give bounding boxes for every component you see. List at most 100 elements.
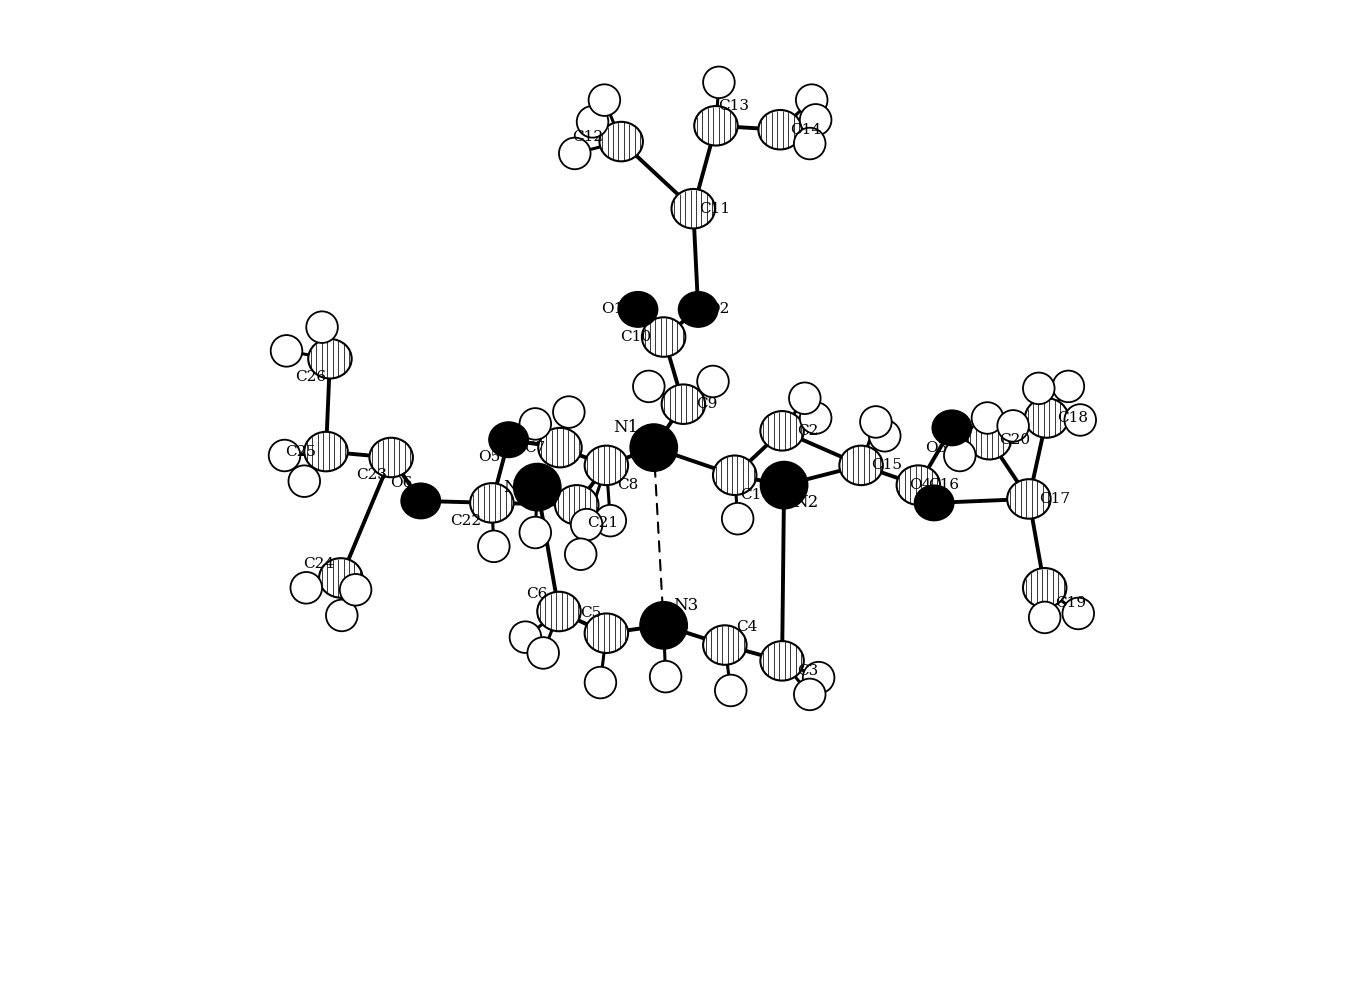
Circle shape <box>630 424 678 471</box>
Ellipse shape <box>672 189 715 229</box>
Text: C21: C21 <box>587 516 618 530</box>
Ellipse shape <box>470 483 513 523</box>
Circle shape <box>800 402 831 434</box>
Text: O4: O4 <box>909 478 932 492</box>
Circle shape <box>640 602 687 649</box>
Text: O5: O5 <box>478 450 500 464</box>
Text: C25: C25 <box>284 445 315 458</box>
Text: C7: C7 <box>524 441 546 454</box>
Ellipse shape <box>679 292 718 327</box>
Circle shape <box>703 66 734 98</box>
Text: C17: C17 <box>1039 492 1070 506</box>
Circle shape <box>861 406 892 438</box>
Circle shape <box>559 138 590 169</box>
Ellipse shape <box>618 292 657 327</box>
Circle shape <box>585 667 616 698</box>
Circle shape <box>571 509 602 541</box>
Circle shape <box>633 370 664 402</box>
Circle shape <box>594 505 626 537</box>
Ellipse shape <box>319 558 362 598</box>
Text: C8: C8 <box>617 478 638 492</box>
Ellipse shape <box>539 428 582 467</box>
Ellipse shape <box>369 438 414 477</box>
Circle shape <box>589 84 620 116</box>
Circle shape <box>760 461 808 509</box>
Circle shape <box>269 440 300 471</box>
Circle shape <box>944 440 975 471</box>
Ellipse shape <box>401 483 440 519</box>
Text: C9: C9 <box>696 397 718 411</box>
Circle shape <box>478 531 509 562</box>
Circle shape <box>803 662 834 693</box>
Circle shape <box>271 335 302 366</box>
Ellipse shape <box>489 422 528 457</box>
Text: N2: N2 <box>793 494 819 512</box>
Circle shape <box>1022 372 1055 404</box>
Circle shape <box>291 572 322 604</box>
Text: C24: C24 <box>303 557 334 571</box>
Ellipse shape <box>760 411 804 450</box>
Circle shape <box>698 365 729 397</box>
Ellipse shape <box>897 465 940 505</box>
Text: N1: N1 <box>613 420 638 437</box>
Ellipse shape <box>1008 479 1051 519</box>
Text: N4: N4 <box>502 478 528 496</box>
Text: O2: O2 <box>707 302 729 317</box>
Circle shape <box>715 674 746 706</box>
Text: C3: C3 <box>797 663 819 678</box>
Circle shape <box>793 678 826 710</box>
Text: C15: C15 <box>872 458 902 472</box>
Circle shape <box>326 600 357 632</box>
Circle shape <box>1063 598 1094 630</box>
Circle shape <box>789 382 820 414</box>
Text: C23: C23 <box>356 468 387 482</box>
Ellipse shape <box>758 110 801 149</box>
Ellipse shape <box>585 614 628 653</box>
Text: O6: O6 <box>389 476 412 490</box>
Circle shape <box>1064 404 1096 436</box>
Circle shape <box>793 128 826 159</box>
Text: O1: O1 <box>601 302 624 317</box>
Ellipse shape <box>585 446 628 485</box>
Circle shape <box>649 661 682 692</box>
Circle shape <box>997 410 1029 442</box>
Text: C12: C12 <box>572 130 603 144</box>
Text: C2: C2 <box>797 424 819 438</box>
Ellipse shape <box>839 446 882 485</box>
Ellipse shape <box>643 318 686 356</box>
Text: C4: C4 <box>735 621 757 635</box>
Text: C10: C10 <box>621 330 652 345</box>
Ellipse shape <box>694 106 738 146</box>
Ellipse shape <box>967 420 1012 459</box>
Text: C5: C5 <box>581 607 601 621</box>
Text: C16: C16 <box>928 478 959 492</box>
Ellipse shape <box>713 455 757 495</box>
Text: C13: C13 <box>718 99 749 113</box>
Text: C19: C19 <box>1055 596 1086 610</box>
Text: C26: C26 <box>295 369 326 383</box>
Circle shape <box>800 104 831 136</box>
Text: O3: O3 <box>925 441 947 454</box>
Ellipse shape <box>915 485 954 521</box>
Circle shape <box>520 517 551 548</box>
Circle shape <box>722 503 753 535</box>
Ellipse shape <box>932 410 971 446</box>
Ellipse shape <box>1025 398 1068 438</box>
Circle shape <box>306 312 338 343</box>
Circle shape <box>528 638 559 669</box>
Text: C11: C11 <box>699 202 730 216</box>
Ellipse shape <box>304 432 348 471</box>
Circle shape <box>339 574 372 606</box>
Circle shape <box>1029 602 1060 634</box>
Text: C18: C18 <box>1057 411 1088 425</box>
Text: C6: C6 <box>527 587 548 601</box>
Ellipse shape <box>599 122 643 161</box>
Ellipse shape <box>308 339 352 378</box>
Ellipse shape <box>760 642 804 680</box>
Circle shape <box>869 420 901 451</box>
Circle shape <box>796 84 827 116</box>
Circle shape <box>564 539 597 570</box>
Ellipse shape <box>555 485 598 525</box>
Ellipse shape <box>661 384 704 424</box>
Text: C22: C22 <box>451 514 482 528</box>
